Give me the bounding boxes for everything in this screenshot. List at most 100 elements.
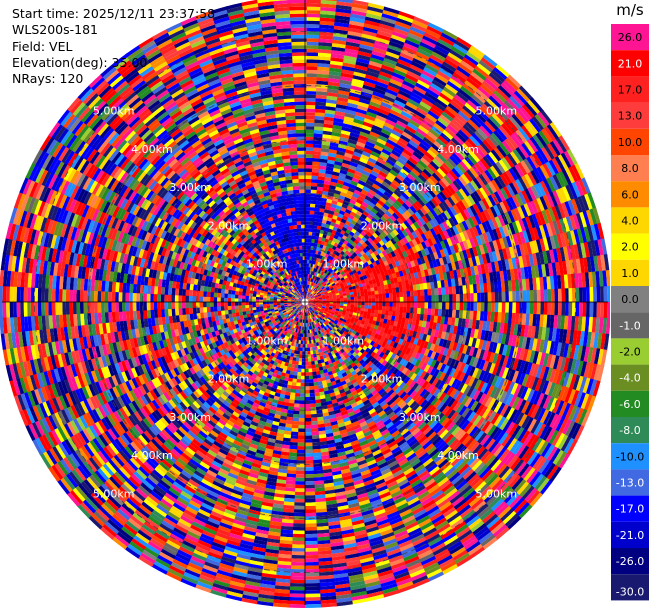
velocity-gate bbox=[607, 286, 610, 304]
velocity-gate bbox=[480, 302, 485, 313]
velocity-gate bbox=[312, 161, 321, 166]
velocity-gate bbox=[328, 71, 343, 77]
velocity-gate bbox=[430, 288, 435, 297]
velocity-gate bbox=[554, 302, 559, 317]
velocity-gate bbox=[309, 217, 315, 222]
velocity-gate bbox=[332, 167, 342, 174]
velocity-gate bbox=[307, 288, 309, 292]
velocity-gate bbox=[398, 286, 403, 293]
velocity-gate bbox=[342, 58, 358, 65]
velocity-gate bbox=[305, 259, 308, 264]
velocity-gate bbox=[473, 292, 478, 304]
velocity-gate bbox=[315, 232, 321, 237]
velocity-gate bbox=[319, 28, 336, 33]
velocity-gate bbox=[351, 81, 365, 89]
velocity-gate bbox=[305, 69, 319, 74]
velocity-gate bbox=[308, 235, 313, 240]
velocity-gate bbox=[322, 190, 330, 196]
field-label: Field: VEL bbox=[12, 38, 73, 54]
velocity-gate bbox=[305, 214, 311, 218]
velocity-gate bbox=[327, 88, 340, 94]
velocity-gate bbox=[441, 302, 446, 311]
velocity-gate bbox=[307, 284, 309, 289]
velocity-gate bbox=[305, 235, 309, 239]
velocity-gate bbox=[305, 20, 322, 25]
velocity-gate bbox=[455, 285, 460, 296]
velocity-gate bbox=[427, 308, 432, 317]
velocity-gate bbox=[305, 295, 307, 299]
velocity-gate bbox=[319, 24, 336, 30]
velocity-gate bbox=[340, 129, 352, 136]
velocity-gate bbox=[318, 169, 327, 174]
velocity-gate bbox=[305, 6, 323, 11]
velocity-gate bbox=[382, 302, 386, 307]
velocity-gate bbox=[337, 147, 347, 153]
velocity-gate bbox=[395, 292, 400, 298]
velocity-gate bbox=[359, 40, 376, 48]
velocity-gate bbox=[305, 41, 321, 46]
velocity-gate bbox=[346, 297, 351, 301]
velocity-gate bbox=[305, 147, 315, 152]
velocity-gate bbox=[310, 271, 314, 275]
velocity-gate bbox=[305, 3, 323, 8]
velocity-gate bbox=[575, 302, 580, 319]
velocity-gate bbox=[317, 56, 333, 61]
velocity-gate bbox=[343, 297, 348, 301]
velocity-gate bbox=[356, 57, 372, 65]
velocity-gate bbox=[331, 131, 342, 138]
velocity-gate bbox=[308, 277, 311, 282]
velocity-gate bbox=[351, 78, 366, 85]
velocity-gate bbox=[305, 189, 312, 194]
velocity-gate bbox=[336, 0, 355, 4]
velocity-gate bbox=[515, 290, 520, 304]
velocity-gate bbox=[420, 289, 425, 297]
velocity-gate bbox=[406, 290, 411, 298]
velocity-gate bbox=[512, 290, 517, 304]
velocity-gate bbox=[305, 38, 321, 43]
velocity-gate bbox=[578, 287, 583, 304]
velocity-gate bbox=[312, 228, 317, 233]
velocity-gate bbox=[323, 123, 335, 129]
velocity-gate bbox=[360, 295, 365, 300]
velocity-gate bbox=[434, 288, 439, 296]
velocity-gate bbox=[335, 8, 353, 14]
plot-info-text: Start time: 2025/12/11 23:37:58 WLS200s-… bbox=[12, 6, 215, 87]
velocity-gate bbox=[339, 83, 353, 89]
velocity-gate bbox=[498, 291, 502, 304]
velocity-gate bbox=[306, 266, 309, 271]
velocity-gate bbox=[334, 114, 346, 120]
velocity-gate bbox=[315, 98, 328, 103]
velocity-gate bbox=[348, 95, 361, 102]
velocity-gate bbox=[317, 183, 325, 188]
velocity-gate bbox=[396, 302, 400, 308]
velocity-gate bbox=[325, 166, 335, 172]
velocity-gate bbox=[313, 221, 319, 226]
velocity-gate bbox=[305, 273, 307, 278]
velocity-gate bbox=[305, 203, 311, 208]
velocity-gate bbox=[336, 97, 350, 103]
velocity-gate bbox=[452, 294, 457, 303]
velocity-gate bbox=[307, 284, 310, 289]
velocity-gate bbox=[348, 92, 362, 99]
velocity-gate bbox=[305, 171, 313, 176]
velocity-gate bbox=[420, 308, 425, 316]
velocity-gate bbox=[320, 148, 331, 153]
velocity-gate bbox=[385, 293, 390, 299]
velocity-gate bbox=[311, 235, 316, 240]
velocity-gate bbox=[561, 288, 566, 304]
velocity-gate bbox=[592, 286, 597, 304]
velocity-gate bbox=[311, 168, 320, 173]
velocity-gate bbox=[427, 288, 432, 297]
velocity-gate bbox=[505, 302, 509, 314]
velocity-gate bbox=[375, 302, 379, 307]
velocity-gate bbox=[484, 302, 488, 313]
velocity-gate bbox=[378, 302, 383, 307]
velocity-gate bbox=[324, 209, 331, 214]
velocity-gate bbox=[308, 238, 313, 243]
velocity-gate bbox=[318, 211, 325, 217]
velocity-gate bbox=[314, 112, 327, 117]
velocity-gate bbox=[314, 395, 321, 400]
velocity-gate bbox=[441, 309, 446, 318]
velocity-gate bbox=[307, 245, 312, 250]
velocity-gate bbox=[305, 182, 312, 187]
